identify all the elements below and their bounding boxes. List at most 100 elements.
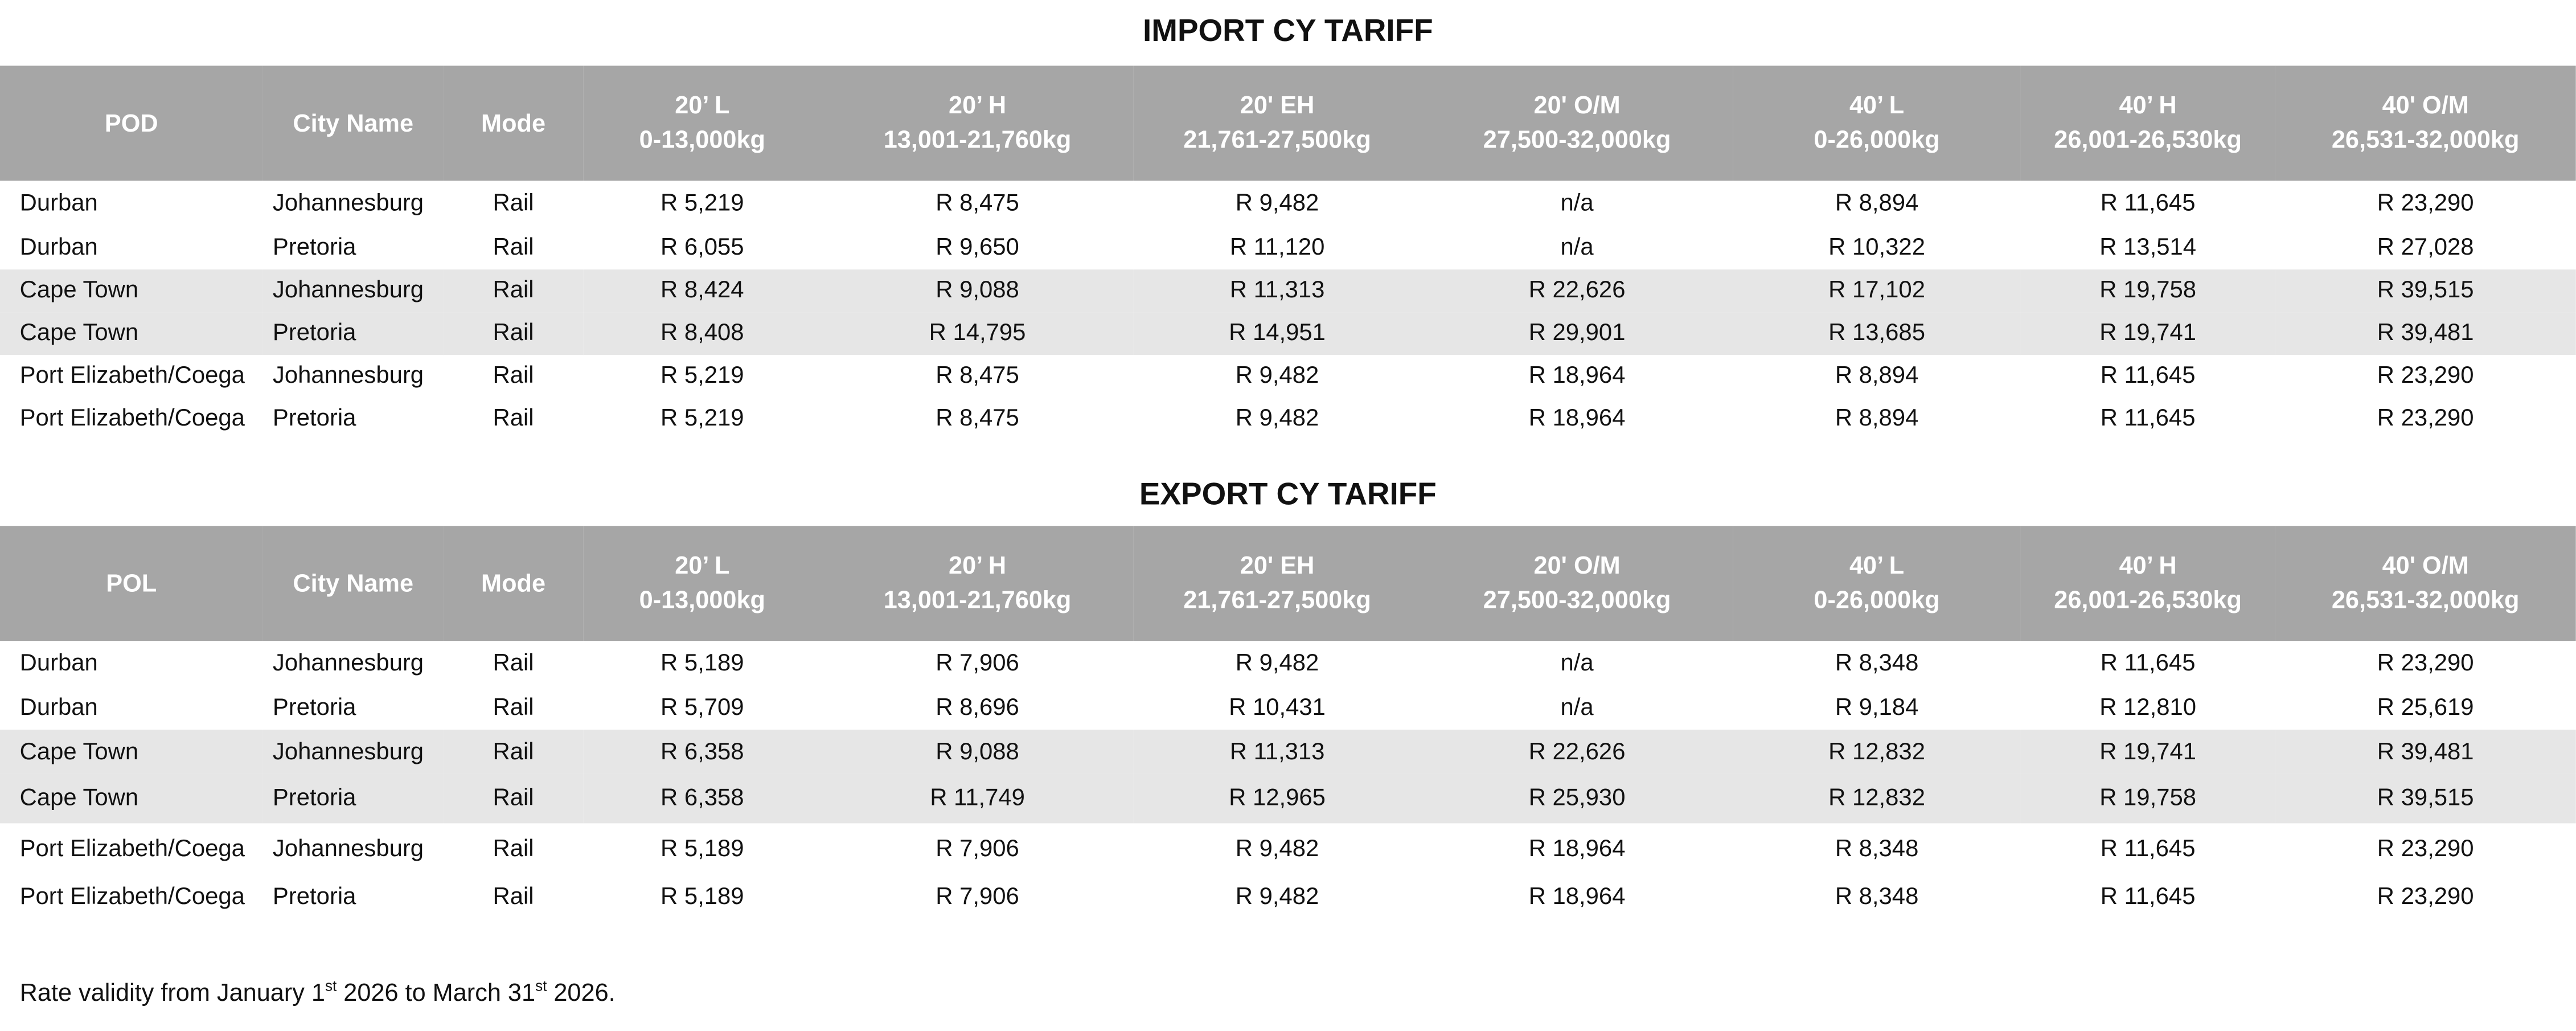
column-header: 20’ L 0-13,000kg (583, 66, 822, 181)
header-label: 20’ H (949, 552, 1007, 580)
mode-cell: Rail (443, 269, 584, 313)
header-label: 20’ L (675, 552, 730, 580)
rate-cell: n/a (1560, 235, 1594, 261)
city-cell: Pretoria (272, 405, 356, 432)
column-header: POL (0, 526, 263, 641)
header-label: 40' O/M (2382, 92, 2469, 120)
note-sup: st (325, 977, 337, 995)
rate-cell: R 23,290 (2377, 836, 2474, 862)
port-cell: Port Elizabeth/Coega (19, 362, 245, 389)
rate-cell: R 18,964 (1528, 883, 1626, 910)
rate-cell: R 11,645 (2100, 883, 2196, 910)
rate-cell: R 9,088 (821, 729, 1134, 774)
note-text: 2026 to March 31 (337, 979, 536, 1008)
rate-cell: R 6,358 (583, 774, 822, 824)
table-row: Cape Town Johannesburg Rail R 8,424 R 9,088 R… (0, 269, 2576, 313)
city-cell: Pretoria (272, 695, 356, 722)
rate-cell: R 7,906 (936, 650, 1019, 677)
rate-cell: R 5,219 (661, 362, 744, 389)
port-cell: Cape Town (0, 774, 263, 824)
rate-cell: R 23,290 (2377, 190, 2474, 217)
rate-cell: R 8,348 (1835, 650, 1919, 677)
column-header: 20' O/M 27,500-32,000kg (1421, 66, 1733, 181)
column-header: Mode (443, 66, 584, 181)
mode-cell: Rail (443, 774, 584, 824)
table-row: Durban Johannesburg Rail R 5,189 R 7,906 R 9,… (0, 641, 2576, 687)
mode-cell: Rail (493, 190, 534, 217)
header-weight-range: 21,761-27,500kg (1183, 586, 1371, 615)
rate-cell: R 39,515 (2275, 774, 2576, 824)
rate-cell: R 13,685 (1733, 312, 2021, 355)
header-weight-range: 26,001-26,530kg (2054, 586, 2242, 615)
table-row: Durban Pretoria Rail R 6,055 R 9,650 R 11,120… (0, 227, 2576, 269)
mode-cell: Rail (493, 836, 534, 862)
note-text: Rate validity from January 1 (19, 979, 326, 1008)
rate-cell: R 5,189 (661, 836, 744, 862)
rate-cell: R 11,749 (821, 774, 1134, 824)
port-cell: Durban (19, 190, 98, 217)
header-label: 40’ L (1849, 92, 1905, 120)
rate-cell: R 10,431 (1229, 695, 1326, 722)
header-label: Mode (481, 109, 546, 137)
column-header: 40’ H 26,001-26,530kg (2020, 66, 2275, 181)
header-weight-range: 0-26,000kg (1814, 126, 1940, 155)
header-weight-range: 0-26,000kg (1814, 586, 1940, 615)
rate-cell: R 23,290 (2377, 362, 2474, 389)
column-header: City Name (262, 526, 444, 641)
port-cell: Durban (19, 235, 98, 261)
rate-cell: R 18,964 (1528, 836, 1626, 862)
rate-cell: R 12,832 (1733, 729, 2021, 774)
column-header: 20' EH 21,761-27,500kg (1133, 66, 1421, 181)
column-header: 40' O/M 26,531-32,000kg (2275, 66, 2576, 181)
rate-cell: R 8,696 (936, 695, 1019, 722)
rate-cell: n/a (1560, 695, 1594, 722)
rate-cell: R 39,481 (2275, 312, 2576, 355)
rate-cell: R 7,906 (936, 883, 1019, 910)
rate-cell: R 8,348 (1835, 883, 1919, 910)
rate-cell: R 25,619 (2377, 695, 2474, 722)
table-row: Durban Johannesburg Rail R 5,219 R 8,475 R 9,… (0, 181, 2576, 227)
header-label: 20' O/M (1533, 552, 1621, 580)
rate-cell: R 11,645 (2100, 190, 2196, 217)
rate-cell: R 8,424 (583, 269, 822, 313)
rate-cell: R 9,482 (1235, 405, 1319, 432)
port-cell: Port Elizabeth/Coega (19, 883, 245, 910)
city-cell: Pretoria (262, 312, 444, 355)
rate-cell: R 8,894 (1835, 405, 1919, 432)
rate-cell: R 12,832 (1733, 774, 2021, 824)
rate-cell: R 5,189 (661, 650, 744, 677)
rate-cell: R 11,645 (2100, 836, 2196, 862)
column-header: 20’ H 13,001-21,760kg (821, 66, 1134, 181)
city-cell: Johannesburg (262, 729, 444, 774)
city-cell: Pretoria (272, 235, 356, 261)
rate-cell: R 23,290 (2377, 883, 2474, 910)
port-cell: Cape Town (0, 729, 263, 774)
table-row: Port Elizabeth/Coega Johannesburg Rail R 5,… (0, 355, 2576, 396)
header-label: 40’ H (2119, 92, 2177, 120)
header-label: Mode (481, 569, 546, 598)
table-row: Port Elizabeth/Coega Pretoria Rail R 5,219 R… (0, 396, 2576, 440)
rate-cell: R 8,475 (936, 190, 1019, 217)
rate-cell: R 12,965 (1133, 774, 1421, 824)
mode-cell: Rail (493, 235, 534, 261)
header-label: 40’ L (1849, 552, 1905, 580)
header-label: 40’ H (2119, 552, 2177, 580)
column-header: 20' EH 21,761-27,500kg (1133, 526, 1421, 641)
mode-cell: Rail (493, 362, 534, 389)
mode-cell: Rail (443, 312, 584, 355)
rate-cell: R 8,408 (583, 312, 822, 355)
port-cell: Port Elizabeth/Coega (19, 836, 245, 862)
table-row: Cape Town Pretoria Rail R 6,358 R 11,749 R 12… (0, 774, 2576, 824)
rate-cell: R 11,313 (1133, 729, 1421, 774)
rate-cell: R 27,028 (2377, 235, 2474, 261)
city-cell: Johannesburg (272, 190, 424, 217)
port-cell: Cape Town (0, 269, 263, 313)
rate-cell: R 22,626 (1421, 269, 1733, 313)
rate-cell: R 13,514 (2099, 235, 2197, 261)
city-cell: Pretoria (262, 774, 444, 824)
rate-cell: R 17,102 (1733, 269, 2021, 313)
header-label: 40' O/M (2382, 552, 2469, 580)
port-cell: Cape Town (0, 312, 263, 355)
column-header: 40’ H 26,001-26,530kg (2020, 526, 2275, 641)
